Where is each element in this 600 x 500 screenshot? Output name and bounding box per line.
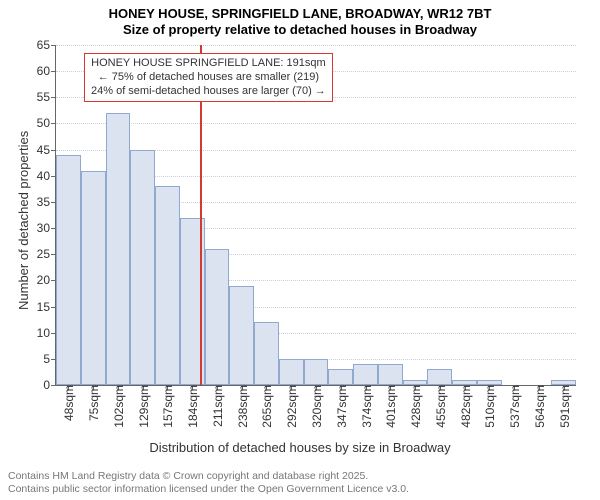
footer-text: Contains HM Land Registry data © Crown c…: [8, 470, 409, 496]
histogram-bar: [328, 369, 353, 385]
x-tick-label: 347sqm: [335, 385, 349, 428]
y-tick-mark: [51, 71, 56, 72]
histogram-bar: [106, 113, 131, 385]
annotation-line-2: ← 75% of detached houses are smaller (21…: [91, 71, 326, 85]
title-line-2: Size of property relative to detached ho…: [0, 22, 600, 38]
x-tick-label: 292sqm: [285, 385, 299, 428]
x-tick-label: 564sqm: [533, 385, 547, 428]
x-tick-label: 211sqm: [211, 385, 225, 427]
x-tick-label: 455sqm: [434, 385, 448, 428]
x-tick-label: 184sqm: [186, 385, 200, 428]
y-tick-mark: [51, 123, 56, 124]
histogram-bar: [353, 364, 378, 385]
x-tick-label: 320sqm: [310, 385, 324, 428]
histogram-bar: [254, 322, 279, 385]
gridline: [56, 45, 576, 46]
y-tick-mark: [51, 150, 56, 151]
histogram-bar: [378, 364, 403, 385]
x-tick-label: 157sqm: [161, 385, 175, 428]
chart-container: HONEY HOUSE, SPRINGFIELD LANE, BROADWAY,…: [0, 0, 600, 500]
histogram-bar: [56, 155, 81, 385]
x-tick-label: 428sqm: [409, 385, 423, 428]
y-tick-mark: [51, 97, 56, 98]
chart-title: HONEY HOUSE, SPRINGFIELD LANE, BROADWAY,…: [0, 0, 600, 37]
y-tick-mark: [51, 45, 56, 46]
x-tick-label: 102sqm: [112, 385, 126, 428]
annotation-line-1: HONEY HOUSE SPRINGFIELD LANE: 191sqm: [91, 57, 326, 71]
x-axis-label: Distribution of detached houses by size …: [0, 440, 600, 455]
x-tick-label: 510sqm: [483, 385, 497, 428]
histogram-bar: [81, 171, 106, 385]
histogram-bar: [205, 249, 230, 385]
footer-line-1: Contains HM Land Registry data © Crown c…: [8, 470, 409, 483]
gridline: [56, 123, 576, 124]
x-tick-label: 129sqm: [137, 385, 151, 428]
footer-line-2: Contains public sector information licen…: [8, 483, 409, 496]
annotation-line-3: 24% of semi-detached houses are larger (…: [91, 85, 326, 99]
x-tick-label: 401sqm: [384, 385, 398, 428]
y-tick-mark: [51, 385, 56, 386]
x-tick-label: 238sqm: [236, 385, 250, 428]
histogram-bar: [304, 359, 329, 385]
histogram-bar: [229, 286, 254, 385]
histogram-bar: [427, 369, 452, 385]
histogram-bar: [130, 150, 155, 385]
x-tick-label: 482sqm: [459, 385, 473, 428]
histogram-bar: [155, 186, 180, 385]
x-tick-label: 591sqm: [558, 385, 572, 428]
x-tick-label: 374sqm: [360, 385, 374, 428]
plot-area: 0510152025303540455055606548sqm75sqm102s…: [55, 45, 576, 386]
x-tick-label: 48sqm: [62, 385, 76, 421]
title-line-1: HONEY HOUSE, SPRINGFIELD LANE, BROADWAY,…: [0, 6, 600, 22]
y-axis-label: Number of detached properties: [16, 131, 31, 310]
x-tick-label: 537sqm: [508, 385, 522, 428]
x-tick-label: 265sqm: [260, 385, 274, 428]
x-tick-label: 75sqm: [87, 385, 101, 421]
histogram-bar: [279, 359, 304, 385]
annotation-box: HONEY HOUSE SPRINGFIELD LANE: 191sqm ← 7…: [84, 53, 333, 102]
